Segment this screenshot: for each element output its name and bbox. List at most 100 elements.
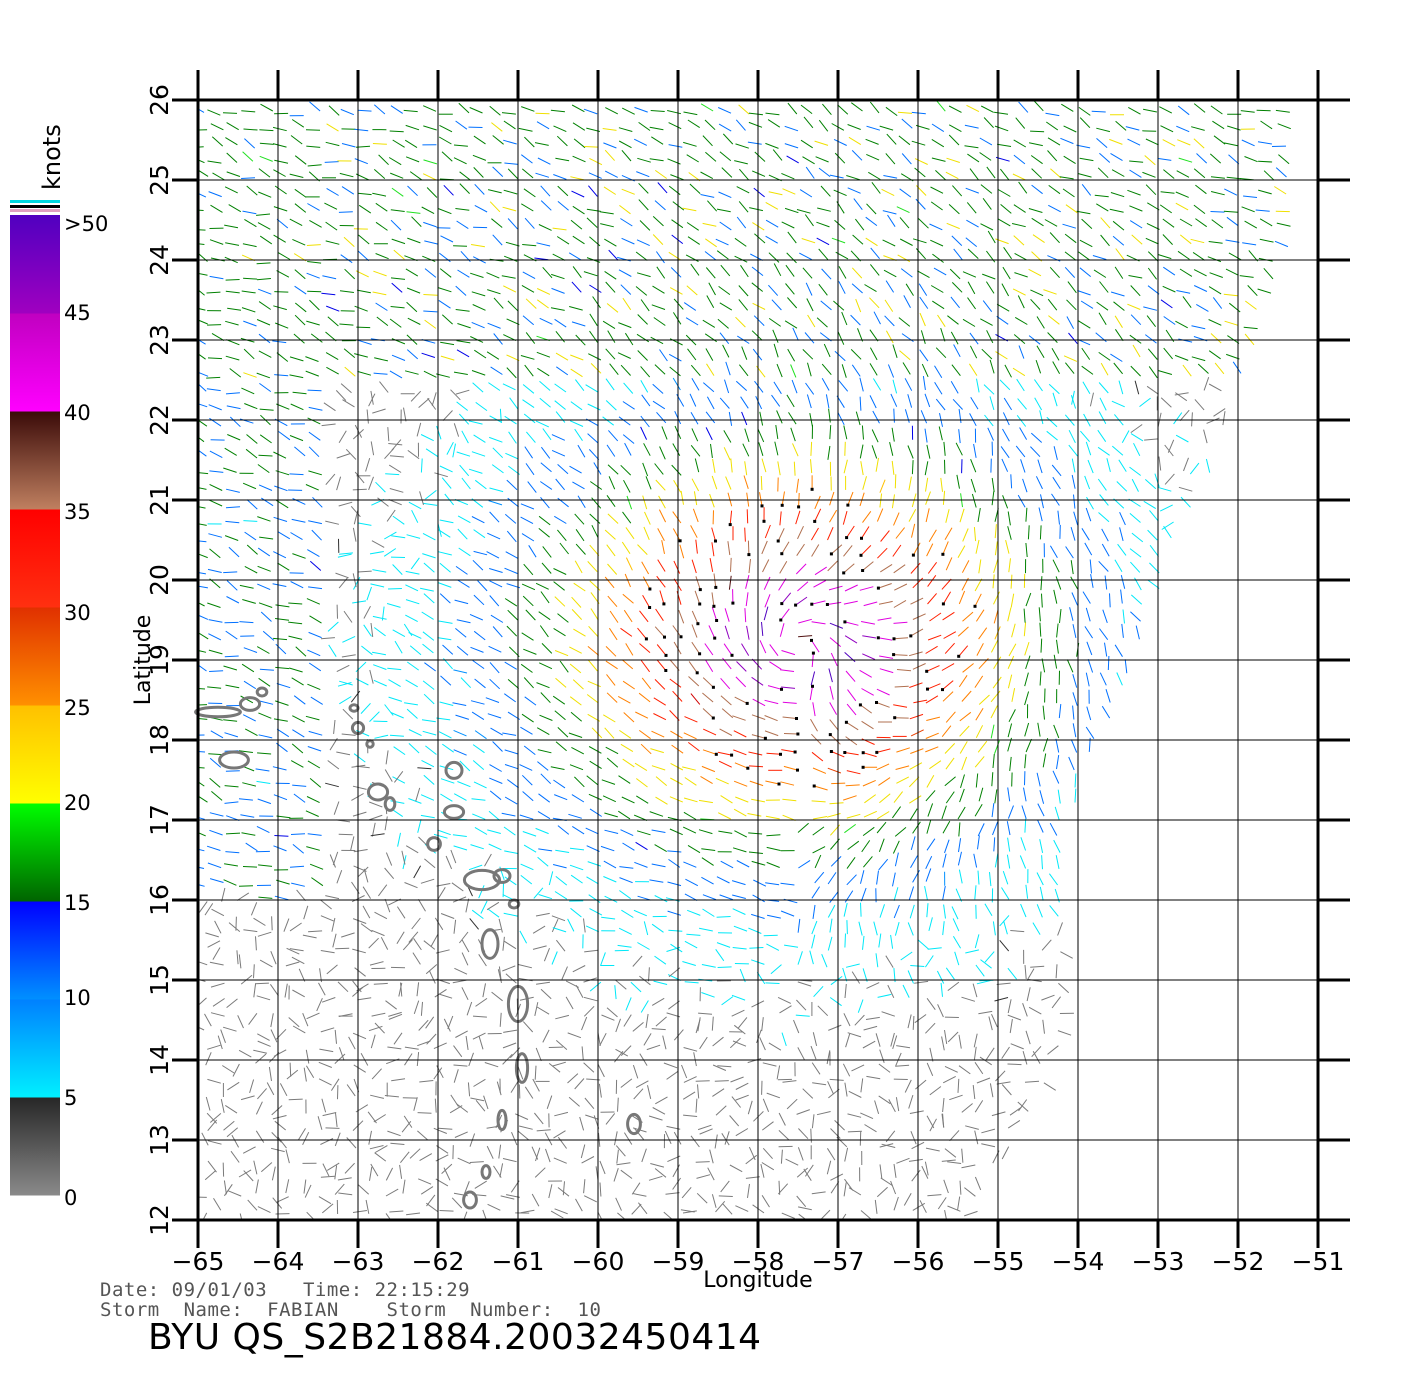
wind-vector [475,401,488,412]
wind-vector [394,770,404,783]
wind-vector [562,1181,565,1196]
wind-vector [427,397,437,410]
legend-tick-label: 10 [64,986,91,1010]
wind-vector [718,191,732,199]
wind-vector [952,185,963,197]
wind-vector [228,204,242,213]
wind-vector [506,530,517,543]
wind-vector [258,602,273,608]
wind-vector [949,1094,963,1101]
wind-vector [911,523,916,538]
wind-vector [1191,325,1206,330]
wind-vector [608,627,618,641]
wind-vector [307,290,322,293]
wind-vector [277,562,290,571]
wind-vector [487,1203,501,1211]
wind-vector [242,210,257,215]
wind-vector [483,1095,489,1110]
wind-vector [829,719,839,731]
wind-vector [812,1082,827,1086]
wind-vector [754,233,766,244]
wind-vector [472,744,485,754]
wind-vector [1039,410,1044,425]
legend-band [10,999,60,1098]
wind-vector [1056,755,1060,770]
rain-flag-marker [714,585,718,589]
wind-vector [907,1014,912,1029]
wind-vector [1024,641,1030,656]
wind-vector [570,874,583,884]
wind-vector [206,291,221,294]
wind-vector [1104,642,1108,657]
wind-vector [842,967,848,982]
wind-vector [862,1040,876,1049]
wind-vector [210,123,224,131]
wind-vector [198,146,204,148]
wind-vector [924,393,931,408]
wind-vector [651,863,666,868]
wind-vector [1178,486,1193,492]
wind-vector [944,839,950,854]
wind-vector [759,640,767,654]
wind-vector [950,331,959,345]
wind-vector [896,1045,911,1049]
wind-vector [490,366,503,375]
wind-vector [926,543,934,557]
wind-vector [198,419,208,427]
wind-vector [657,559,666,572]
wind-vector [388,443,403,446]
legend-tick-label: 40 [64,401,91,425]
wind-vector [504,598,518,607]
wind-vector [1015,445,1026,458]
wind-vector [901,153,912,165]
wind-vector [715,1200,726,1213]
wind-vector [1213,135,1226,145]
wind-vector [504,764,519,770]
wind-vector [1007,1063,1022,1066]
wind-vector [982,300,993,313]
wind-vector [520,355,535,360]
wind-vector [407,185,418,197]
wind-vector [768,1042,782,1051]
wind-vector [1039,622,1042,637]
wind-vector [1098,411,1107,425]
wind-vector [724,379,730,394]
wind-vector [306,320,320,326]
wind-vector [323,402,336,412]
wind-vector [322,1112,337,1117]
wind-vector [353,753,366,763]
wind-vector [258,191,272,198]
wind-vector [413,1097,418,1111]
wind-vector [275,618,290,621]
wind-vector [426,1194,436,1207]
wind-vector [392,515,405,525]
y-tick-label: 21 [145,484,174,516]
wind-vector [885,955,894,968]
wind-vector [632,1193,647,1197]
wind-vector [291,119,305,128]
wind-vector [964,1210,978,1217]
wind-vector [816,317,828,328]
wind-vector [695,576,701,590]
wind-vector [684,940,698,949]
wind-vector [305,715,320,721]
wind-vector [577,495,586,509]
wind-vector [1144,334,1157,344]
wind-vector [1130,611,1141,622]
wind-vector [417,1040,431,1047]
wind-vector [321,997,336,1003]
wind-vector [1078,251,1091,261]
wind-vector [765,815,780,820]
wind-vector [868,171,881,180]
wind-vector [308,446,320,458]
wind-vector [752,894,765,903]
wind-vector [847,1130,862,1133]
wind-vector [958,822,961,837]
wind-vector [604,529,616,540]
wind-vector [246,499,258,510]
wind-vector [695,1080,710,1082]
rain-flag-marker [663,635,666,639]
wind-vector [1115,248,1125,261]
wind-vector [1193,269,1207,277]
wind-vector [919,1200,927,1213]
